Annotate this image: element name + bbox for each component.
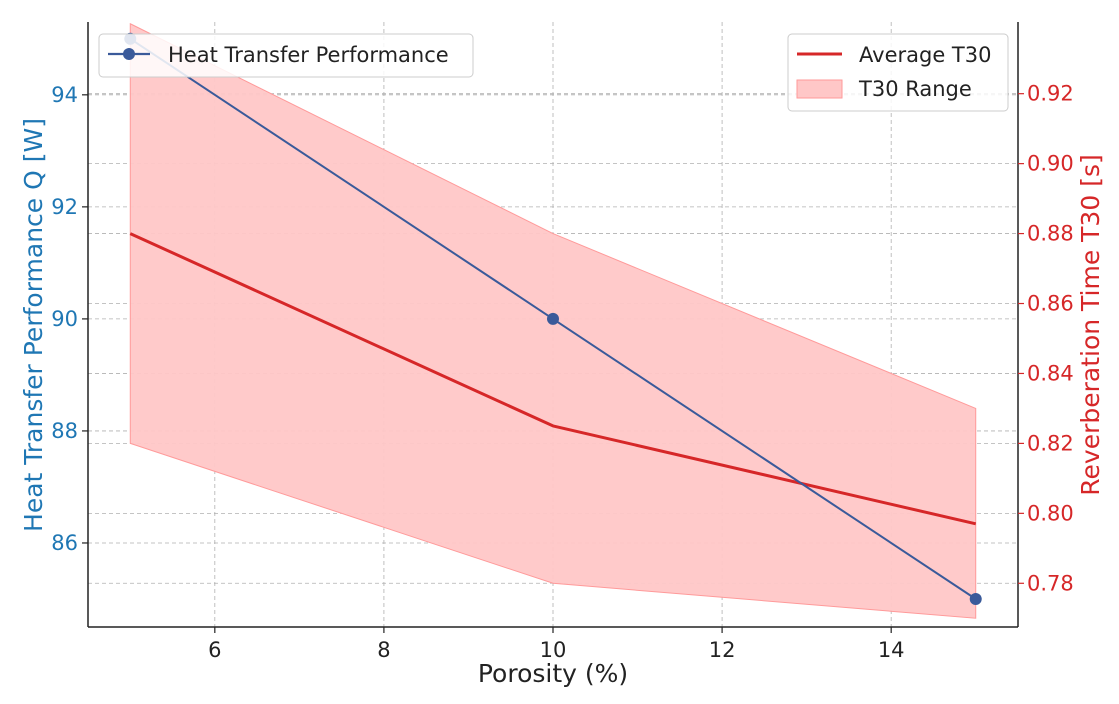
x-tick-label: 10 <box>540 638 567 662</box>
tick-marks: 6 8 10 12 14 86 88 90 92 94 0.78 0.80 0.82 0.84 0.86 0.… <box>51 82 1074 662</box>
heat-transfer-point <box>547 312 559 325</box>
legend-heat-transfer-label: Heat Transfer Performance <box>168 43 449 67</box>
y-left-tick-label: 94 <box>51 83 78 107</box>
y-right-tick-label: 0.82 <box>1027 431 1074 455</box>
x-tick-label: 8 <box>377 638 390 662</box>
y-right-tick-label: 0.92 <box>1027 82 1074 106</box>
legend-right: Average T30 T30 Range <box>787 33 1009 112</box>
y-axis-right-title: Reverberation Time T30 [s] <box>1076 154 1105 495</box>
y-right-tick-label: 0.88 <box>1027 222 1074 246</box>
legend-heat-transfer-swatch-marker <box>123 48 135 60</box>
x-tick-label: 6 <box>208 638 221 662</box>
average-t30-line <box>129 232 977 526</box>
x-axis-title: Porosity (%) <box>478 659 628 688</box>
legend-left-box <box>98 33 474 78</box>
y-left-tick-label: 88 <box>51 419 78 443</box>
y-left-tick-label: 90 <box>51 307 78 331</box>
x-tick-label: 12 <box>709 638 736 662</box>
legend-right-box <box>787 33 1009 112</box>
legend-t30-range-swatch <box>796 79 843 99</box>
heat-transfer-point <box>969 592 982 605</box>
y-left-tick-label: 92 <box>51 195 78 219</box>
y-left-tick-label: 86 <box>51 531 78 555</box>
legend-average-t30-label: Average T30 <box>859 43 991 67</box>
y-axis-left-title: Heat Transfer Performance Q [W] <box>19 118 48 532</box>
y-right-tick-label: 0.78 <box>1027 571 1074 595</box>
y-right-tick-label: 0.90 <box>1027 152 1074 176</box>
y-right-tick-label: 0.80 <box>1027 501 1074 525</box>
y-right-tick-label: 0.86 <box>1027 292 1074 316</box>
y-right-tick-label: 0.84 <box>1027 361 1074 385</box>
x-tick-label: 14 <box>878 638 905 662</box>
legend-left: Heat Transfer Performance <box>98 33 474 78</box>
legend-t30-range-label: T30 Range <box>858 77 972 101</box>
